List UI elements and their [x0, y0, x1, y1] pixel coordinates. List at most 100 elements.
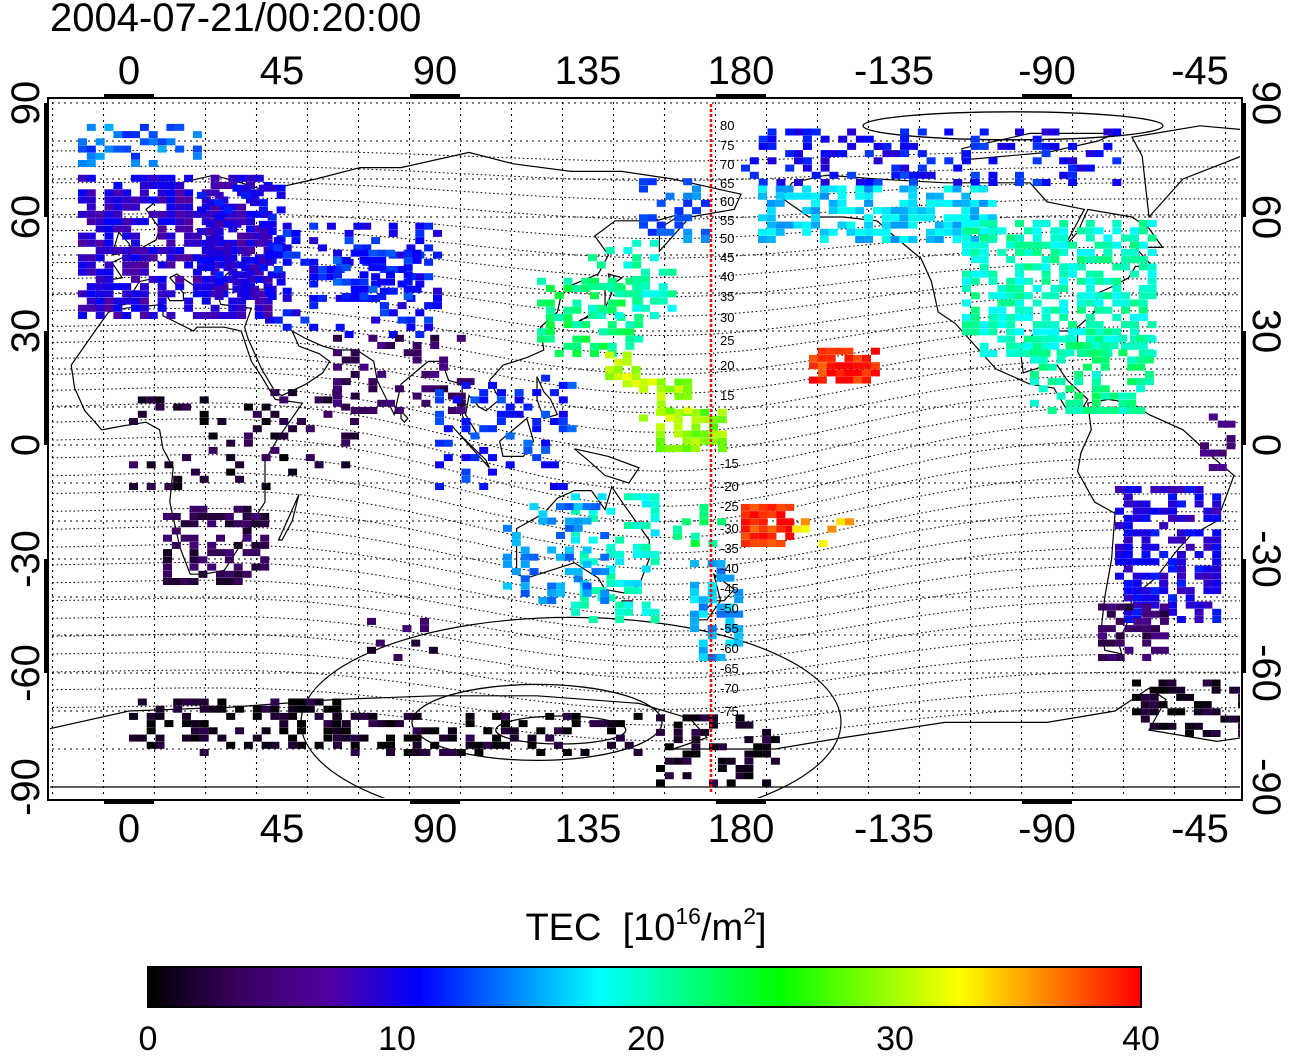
tec-cell: [184, 304, 194, 312]
tec-cell: [250, 256, 259, 264]
tec-cell: [201, 210, 211, 218]
top-lon-label: 180: [708, 49, 775, 93]
tec-cell: [758, 185, 767, 193]
tec-cell: [86, 268, 96, 276]
tec-cell: [558, 396, 568, 404]
tec-cell: [794, 179, 803, 186]
tec-cell: [934, 199, 944, 207]
tec-cell: [1147, 248, 1157, 256]
tec-cell: [970, 236, 980, 243]
tec-cell: [297, 741, 306, 749]
tec-cell: [430, 727, 440, 735]
tec-cell: [403, 293, 413, 300]
tec-cell: [113, 131, 123, 139]
tec-cell: [770, 736, 780, 744]
left-frame-bar: [44, 559, 49, 673]
tec-cell: [1023, 277, 1033, 285]
tec-cell: [1100, 349, 1110, 357]
tec-cell: [1115, 617, 1125, 625]
tec-cell: [205, 264, 215, 272]
tec-cell: [216, 570, 225, 578]
tec-cell: [625, 277, 635, 285]
tec-cell: [246, 247, 255, 254]
tec-cell: [333, 392, 342, 400]
tec-cell: [881, 228, 891, 236]
tec-cell: [744, 736, 754, 744]
tec-cell: [95, 152, 105, 160]
tec-cell: [776, 525, 786, 533]
tec-cell: [104, 196, 114, 204]
tec-cell: [835, 376, 845, 384]
tec-cell: [122, 131, 132, 139]
tec-cell: [388, 266, 398, 273]
tec-cell: [1085, 234, 1095, 242]
tec-cell: [571, 529, 580, 537]
tec-cell: [226, 439, 236, 447]
tec-cell: [1056, 356, 1066, 364]
tec-cell: [1115, 522, 1124, 530]
tec-cell: [1142, 610, 1152, 618]
tec-cell: [571, 507, 580, 515]
tec-cell: [641, 304, 650, 312]
top-lon-label: 135: [555, 49, 622, 93]
contour-label: 25: [720, 333, 734, 348]
tec-cell: [632, 239, 642, 247]
tec-cell: [890, 221, 900, 229]
tec-cell: [353, 244, 363, 252]
tec-cell: [862, 362, 871, 370]
tec-cell: [86, 304, 96, 312]
tec-cell: [1100, 385, 1110, 393]
tec-cell: [350, 432, 359, 440]
tec-cell: [386, 249, 395, 257]
tec-cell: [1132, 608, 1142, 616]
tec-cell: [1271, 464, 1280, 471]
tec-cell: [988, 350, 998, 357]
bottom-frame-bar: [1022, 799, 1072, 804]
contour-line: [50, 633, 1240, 679]
tec-cell: [461, 454, 471, 462]
tec-cell: [1103, 248, 1113, 256]
tec-cell: [223, 206, 233, 214]
tec-cell: [199, 734, 209, 742]
tec-cell: [166, 254, 176, 262]
tec-cell: [607, 299, 617, 307]
tec-cell: [683, 228, 693, 236]
tec-cell: [113, 297, 123, 305]
tec-cell: [564, 568, 574, 576]
tec-cell: [219, 283, 229, 291]
tec-cell: [775, 228, 785, 236]
tec-cell: [86, 174, 96, 182]
tec-cell: [1103, 335, 1113, 343]
tec-cell: [1123, 608, 1133, 616]
tec-cell: [837, 207, 847, 215]
tec-cell: [483, 727, 493, 735]
tec-cell: [104, 145, 114, 153]
tec-cell: [881, 236, 891, 243]
tec-cell: [909, 171, 918, 179]
tec-cell: [700, 236, 710, 243]
tec-cell: [258, 264, 268, 272]
tec-cell: [291, 229, 301, 237]
left-frame-bar: [44, 331, 49, 445]
tec-cell: [1106, 625, 1116, 633]
tec-cell: [344, 331, 354, 338]
tec-cell: [122, 225, 132, 233]
tec-cell: [690, 610, 699, 618]
tec-cell: [622, 358, 632, 366]
tec-cell: [461, 468, 471, 476]
tec-cell: [674, 214, 684, 222]
top-lon-label: 90: [413, 49, 458, 93]
colorbar-gradient: [147, 966, 1142, 1008]
coastline-australia: [516, 485, 650, 594]
tec-cell: [415, 273, 425, 281]
tec-cell: [656, 779, 665, 787]
tec-cell: [104, 225, 114, 233]
tec-cell: [350, 356, 360, 364]
tec-cell: [1015, 263, 1024, 271]
tec-cell: [1211, 679, 1221, 687]
tec-cell: [650, 529, 660, 537]
tec-cell: [86, 123, 96, 131]
tec-cell: [246, 174, 255, 182]
tec-cell: [564, 517, 574, 525]
tec-cell: [261, 403, 271, 411]
